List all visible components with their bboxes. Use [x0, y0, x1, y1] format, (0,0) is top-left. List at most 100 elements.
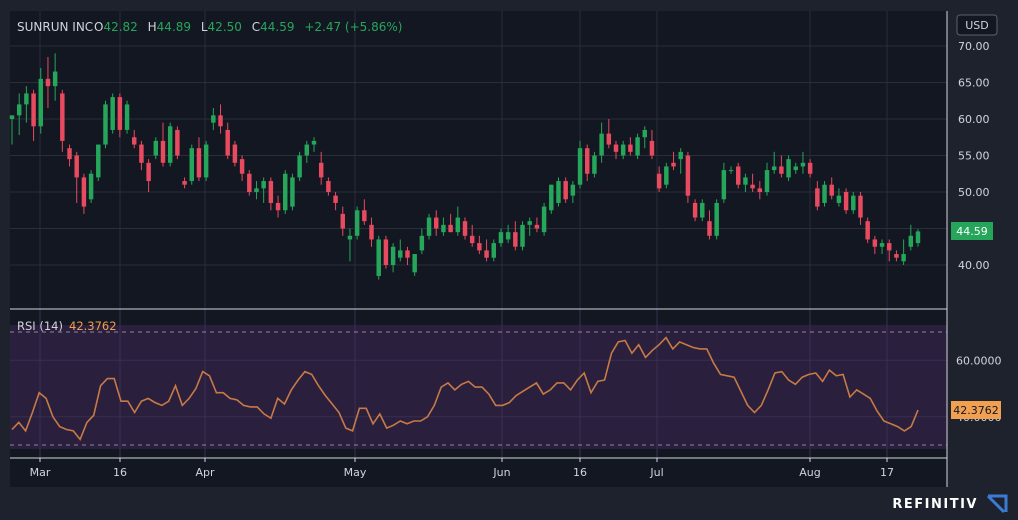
candle-body [858, 195, 863, 218]
candle-body [297, 155, 302, 178]
candle-body [405, 250, 410, 258]
candle-down [649, 129, 655, 160]
candle-body [599, 133, 604, 156]
candle-down [585, 144, 590, 182]
y-axis-ticks: 40.0045.0050.0055.0060.0065.0070.0040.00… [956, 40, 1002, 424]
candle-body [362, 210, 367, 222]
candle-body [390, 246, 396, 265]
candle-up [455, 206, 461, 236]
candle-up [764, 162, 770, 196]
price-tag: 44.59 [951, 222, 993, 240]
candle-down [45, 56, 51, 109]
candle-down [318, 151, 324, 185]
candle-body [124, 104, 130, 130]
candle-body [354, 210, 360, 236]
candle-body [577, 148, 583, 185]
candle-body [736, 166, 741, 185]
candle-down [606, 119, 612, 149]
candle-down [685, 151, 691, 203]
candle-body [477, 243, 482, 251]
candle-down [671, 151, 676, 171]
candle-body [340, 213, 345, 229]
candle-down [31, 89, 36, 141]
candle-up [167, 122, 173, 167]
open-value: 42.82 [103, 20, 137, 34]
candle-body [110, 97, 115, 130]
x-tick-label: Mar [30, 466, 51, 479]
candle-body [225, 129, 230, 156]
candle-up [24, 86, 29, 123]
candle-body [139, 144, 144, 163]
candle-body [527, 221, 532, 225]
candle-body [743, 177, 748, 185]
candle-body [570, 184, 576, 196]
candle-up [520, 221, 525, 251]
candle-up [915, 229, 921, 247]
candle-down [196, 137, 202, 182]
x-tick-label: 16 [113, 466, 127, 479]
candle-down [218, 104, 223, 134]
candle-down [807, 159, 813, 178]
candle-body [52, 71, 58, 87]
currency-button-bg[interactable] [956, 14, 998, 36]
candle-up [836, 188, 842, 207]
candle-body [16, 104, 22, 116]
candle-down [383, 235, 389, 269]
currency-button[interactable]: USD [956, 14, 998, 36]
candle-body [764, 170, 770, 192]
candle-up [700, 199, 705, 222]
candle-down [887, 239, 892, 262]
candle-down [656, 166, 662, 192]
candle-body [117, 97, 123, 130]
x-axis-ticks: Mar 16 Apr May Jun 16 Jul Aug 17 [30, 458, 894, 479]
candle-body [664, 166, 669, 185]
rsi-tag-label: 42.3762 [953, 404, 999, 417]
candle-body [74, 155, 79, 178]
candle-body [218, 115, 223, 127]
candle-down [362, 199, 367, 225]
candle-body [254, 188, 259, 192]
candle-body [721, 170, 727, 200]
candle-body [318, 162, 324, 178]
candle-down [67, 144, 72, 167]
candle-up [549, 184, 554, 214]
candle-down [779, 155, 784, 178]
candle-up [376, 235, 381, 280]
candle-up [635, 133, 640, 160]
candle-body [771, 166, 777, 171]
candle-body [649, 140, 655, 156]
candle-up [297, 151, 302, 182]
candle-down [707, 210, 712, 240]
candle-up [347, 228, 353, 262]
candle-body [915, 231, 921, 244]
ohlc-values: O42.82 H44.89 L42.50 C44.59 +2.47 (+5.86… [94, 20, 402, 34]
ohlc-header: SUNRUN INC O42.82 H44.89 L42.50 C44.59 +… [17, 20, 402, 34]
candle-down [469, 224, 475, 247]
candle-body [203, 144, 209, 178]
candle-body [275, 202, 281, 211]
candle-down [132, 129, 137, 149]
refinitiv-arrow-icon [986, 494, 1008, 514]
candle-up [642, 126, 647, 149]
rsi-tag-bg [951, 401, 1001, 419]
candle-up [390, 243, 396, 273]
candle-up [527, 217, 532, 236]
candle-up [261, 177, 266, 203]
candle-down [225, 122, 230, 160]
candle-up [441, 217, 446, 236]
candle-body [484, 250, 489, 258]
candle-down [477, 235, 482, 255]
candle-body [872, 239, 878, 247]
candle-body [606, 133, 612, 145]
candle-down [268, 177, 274, 211]
candle-down [182, 177, 187, 189]
candle-up [793, 162, 798, 174]
candle-body [462, 221, 468, 236]
candle-body [211, 115, 216, 123]
candle-down [894, 250, 899, 262]
candle-body [426, 217, 432, 236]
currency-button-label[interactable]: USD [965, 19, 989, 32]
candle-up [88, 170, 94, 203]
candle-body [628, 144, 633, 152]
candle-up [419, 228, 425, 255]
